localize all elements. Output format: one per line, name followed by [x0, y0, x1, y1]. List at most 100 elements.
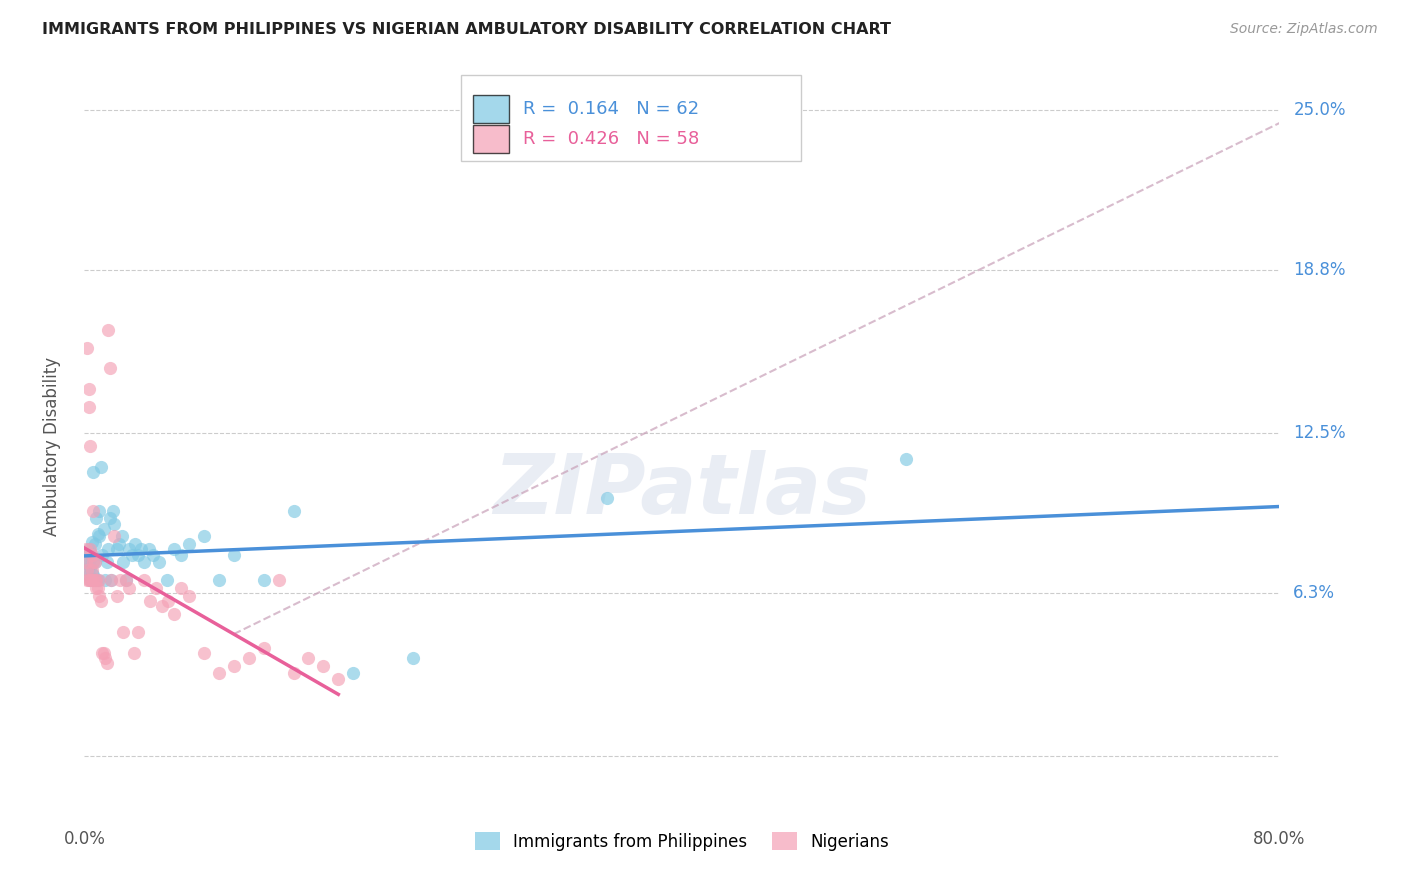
Point: [89, 589, 111, 603]
Point: [75, 555, 97, 569]
Point: [90, 459, 112, 474]
Point: [111, 529, 134, 543]
Point: [76, 574, 98, 588]
Point: [103, 516, 125, 531]
Point: [83, 555, 105, 569]
Point: [79, 560, 101, 574]
Point: [80, 550, 103, 565]
Point: [77, 382, 100, 396]
Point: [79, 574, 101, 588]
Point: [145, 581, 167, 595]
Point: [87, 526, 110, 541]
Point: [208, 574, 231, 588]
Point: [87, 581, 110, 595]
Point: [142, 548, 165, 562]
Point: [110, 574, 132, 588]
Point: [115, 574, 138, 588]
Point: [77, 542, 100, 557]
Point: [150, 599, 173, 614]
FancyBboxPatch shape: [472, 95, 509, 123]
Point: [90, 594, 112, 608]
Point: [82, 555, 104, 569]
Point: [93, 646, 115, 660]
Legend: Immigrants from Philippines, Nigerians: Immigrants from Philippines, Nigerians: [468, 826, 896, 857]
Point: [103, 529, 125, 543]
Y-axis label: Ambulatory Disability: Ambulatory Disability: [42, 357, 60, 535]
Point: [107, 537, 129, 551]
Point: [83, 574, 105, 588]
Point: [148, 555, 170, 569]
Point: [80, 574, 103, 588]
Point: [155, 574, 177, 588]
Point: [105, 589, 128, 603]
Point: [342, 666, 364, 681]
Point: [89, 529, 111, 543]
Point: [118, 581, 141, 595]
Point: [139, 594, 162, 608]
Point: [208, 666, 231, 681]
Point: [253, 640, 276, 655]
Point: [91, 548, 114, 562]
Point: [80, 574, 103, 588]
Point: [112, 625, 135, 640]
Point: [101, 503, 124, 517]
Point: [77, 558, 100, 572]
Point: [402, 651, 425, 665]
Point: [253, 574, 276, 588]
Point: [77, 401, 100, 415]
Text: R =  0.164   N = 62: R = 0.164 N = 62: [523, 100, 699, 118]
Point: [283, 503, 305, 517]
Point: [75, 555, 97, 569]
Point: [82, 555, 104, 569]
Point: [97, 323, 120, 337]
Text: IMMIGRANTS FROM PHILIPPINES VS NIGERIAN AMBULATORY DISABILITY CORRELATION CHART: IMMIGRANTS FROM PHILIPPINES VS NIGERIAN …: [42, 22, 891, 37]
Point: [96, 656, 118, 670]
Point: [124, 537, 146, 551]
Point: [89, 574, 111, 588]
Point: [98, 361, 121, 376]
Point: [267, 574, 290, 588]
Point: [132, 574, 156, 588]
Point: [86, 574, 108, 588]
Point: [105, 542, 128, 557]
Point: [76, 548, 98, 562]
Point: [77, 568, 100, 582]
Point: [129, 542, 152, 557]
Text: 12.5%: 12.5%: [1294, 424, 1346, 442]
Point: [222, 658, 245, 673]
Point: [127, 625, 149, 640]
Point: [76, 563, 98, 577]
FancyBboxPatch shape: [472, 125, 509, 153]
Text: Source: ZipAtlas.com: Source: ZipAtlas.com: [1230, 22, 1378, 37]
Point: [86, 511, 108, 525]
Point: [170, 548, 193, 562]
Point: [177, 589, 200, 603]
Point: [79, 545, 101, 559]
Point: [115, 574, 138, 588]
Point: [76, 563, 98, 577]
Point: [79, 574, 101, 588]
Point: [238, 651, 260, 665]
Point: [222, 548, 245, 562]
Point: [94, 574, 117, 588]
Point: [170, 581, 193, 595]
Point: [82, 568, 104, 582]
Point: [80, 566, 103, 580]
Point: [79, 542, 101, 557]
Point: [297, 651, 319, 665]
Text: 25.0%: 25.0%: [1294, 101, 1346, 120]
Point: [93, 522, 115, 536]
Point: [132, 555, 156, 569]
Point: [163, 542, 186, 557]
Point: [894, 451, 917, 466]
Point: [83, 574, 105, 588]
Point: [122, 646, 145, 660]
Point: [118, 542, 141, 557]
Point: [177, 537, 200, 551]
Point: [89, 503, 111, 517]
Point: [86, 574, 108, 588]
Point: [77, 574, 100, 588]
Point: [80, 548, 103, 562]
Point: [98, 511, 121, 525]
Point: [312, 658, 335, 673]
